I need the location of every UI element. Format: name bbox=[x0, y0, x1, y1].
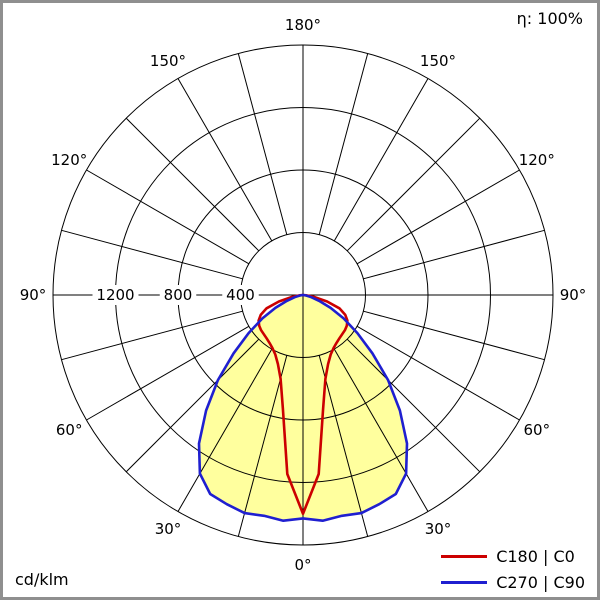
grid-spoke bbox=[125, 117, 260, 252]
grid-spoke bbox=[363, 229, 545, 280]
grid-spoke bbox=[333, 348, 429, 512]
legend-label: C270 | C90 bbox=[496, 573, 585, 592]
legend-row-c270-c90: C270 | C90 bbox=[441, 573, 585, 592]
grid-spoke bbox=[333, 78, 429, 242]
angle-label: 30° bbox=[155, 520, 182, 538]
grid-spoke bbox=[177, 348, 273, 512]
angle-label: 30° bbox=[425, 520, 452, 538]
radial-tick-label: 800 bbox=[164, 286, 193, 304]
legend-swatch-red-line bbox=[441, 555, 488, 558]
legend: C180 | C0 C270 | C90 bbox=[441, 547, 585, 592]
grid-spoke bbox=[346, 117, 481, 252]
angle-label: 90° bbox=[560, 286, 587, 304]
grid-spoke bbox=[61, 310, 243, 361]
radial-tick-label: 400 bbox=[226, 286, 255, 304]
radial-tick-bg bbox=[222, 285, 259, 305]
series-curve bbox=[197, 293, 409, 522]
units-label: cd/klm bbox=[15, 570, 69, 589]
grid-spoke bbox=[356, 325, 520, 421]
angle-label: 120° bbox=[519, 151, 555, 169]
grid-spoke bbox=[318, 53, 369, 235]
grid-spoke bbox=[125, 338, 260, 473]
grid-spoke bbox=[363, 310, 545, 361]
angle-label: 0° bbox=[294, 556, 311, 574]
angle-label: 150° bbox=[150, 52, 186, 70]
legend-row-c180-c0: C180 | C0 bbox=[441, 547, 585, 566]
grid-spoke bbox=[86, 325, 250, 421]
polar-chart: 400 800 1200 0° 30° 30° 60° 60° 90° 90° 120° 120° 15… bbox=[20, 16, 587, 574]
grid-spoke bbox=[318, 355, 369, 537]
grid-spoke bbox=[61, 229, 243, 280]
grid-spoke bbox=[237, 53, 288, 235]
grid-spoke bbox=[237, 355, 288, 537]
angle-label: 60° bbox=[524, 421, 551, 439]
efficiency-label: η: 100% bbox=[516, 9, 583, 28]
radial-tick-bg bbox=[159, 285, 197, 305]
grid-spoke bbox=[346, 338, 481, 473]
angle-label: 120° bbox=[51, 151, 87, 169]
angle-label: 90° bbox=[20, 286, 47, 304]
grid-spoke bbox=[177, 78, 273, 242]
radial-tick-label: 1200 bbox=[96, 286, 134, 304]
grid-spoke bbox=[356, 169, 520, 265]
legend-label: C180 | C0 bbox=[496, 547, 575, 566]
radial-tick-bg bbox=[92, 285, 139, 305]
angle-label: 60° bbox=[56, 421, 83, 439]
grid-spoke bbox=[86, 169, 250, 265]
legend-swatch-blue-line bbox=[441, 581, 488, 584]
angle-label: 180° bbox=[285, 16, 321, 34]
angle-label: 150° bbox=[420, 52, 456, 70]
